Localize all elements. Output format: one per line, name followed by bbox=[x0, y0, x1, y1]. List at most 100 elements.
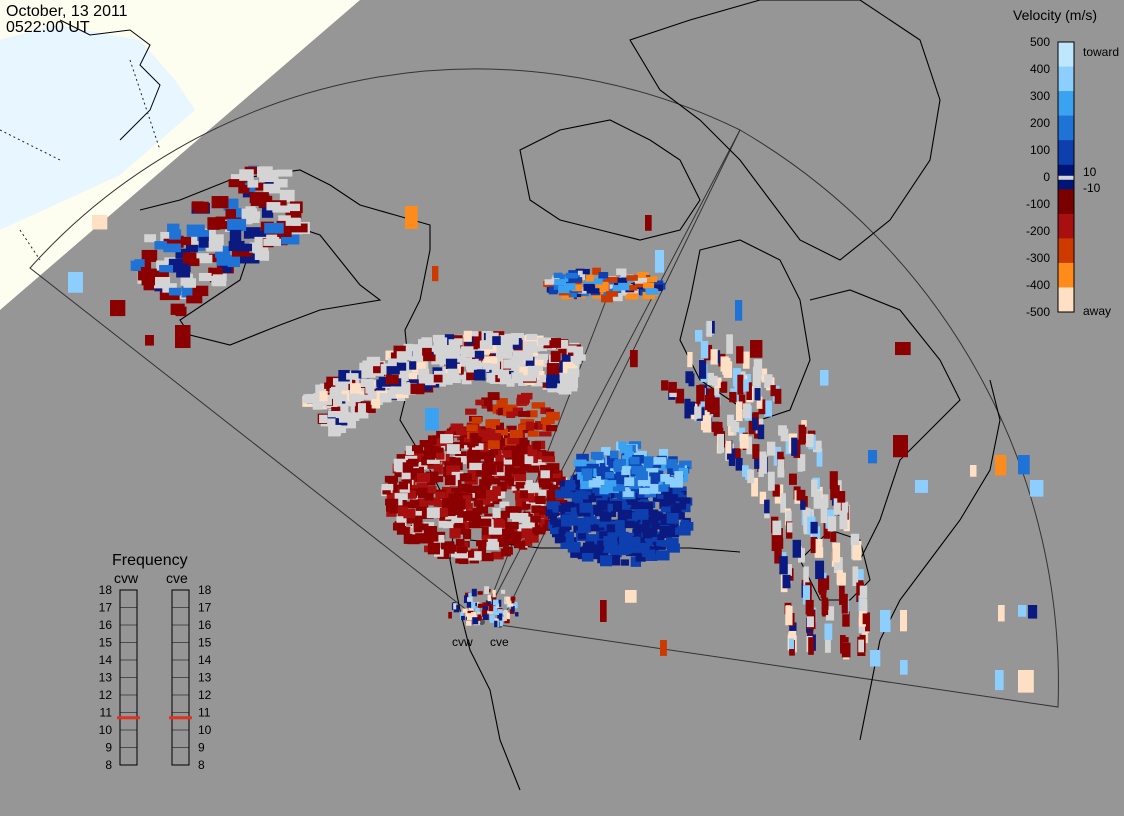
velocity-cell bbox=[215, 246, 230, 258]
velocity-cell bbox=[432, 367, 443, 375]
velocity-cell bbox=[606, 291, 619, 297]
velocity-cell bbox=[446, 465, 460, 476]
velocity-cell bbox=[764, 400, 772, 417]
velocity-cell bbox=[498, 350, 513, 362]
velocity-cell bbox=[446, 444, 460, 454]
velocity-cell bbox=[485, 449, 498, 459]
velocity-cell bbox=[460, 346, 474, 358]
velocity-cell bbox=[565, 479, 576, 491]
velocity-cell bbox=[900, 610, 907, 632]
velocity-cell bbox=[717, 433, 725, 453]
frequency-tick-label: 8 bbox=[198, 758, 205, 772]
velocity-cell bbox=[516, 455, 529, 466]
velocity-cell bbox=[417, 487, 428, 499]
velocity-cell bbox=[373, 362, 384, 374]
velocity-cell bbox=[417, 498, 428, 507]
velocity-cell bbox=[589, 544, 600, 553]
velocity-cell bbox=[550, 351, 561, 362]
velocity-cell bbox=[499, 469, 513, 480]
velocity-cell bbox=[815, 538, 823, 558]
velocity-cell bbox=[386, 366, 400, 377]
velocity-cell bbox=[512, 602, 518, 609]
velocity-cell bbox=[463, 529, 472, 539]
velocity-cell bbox=[880, 610, 891, 633]
velocity-cell bbox=[599, 485, 609, 495]
velocity-cell bbox=[557, 383, 572, 393]
velocity-cell bbox=[343, 416, 357, 429]
velocity-cell bbox=[332, 413, 344, 423]
velocity-cell bbox=[759, 491, 767, 504]
frequency-tick-label: 14 bbox=[99, 653, 113, 667]
velocity-cell bbox=[642, 549, 656, 558]
velocity-cell bbox=[567, 541, 580, 553]
velocity-cell bbox=[565, 272, 578, 279]
velocity-cell bbox=[454, 338, 463, 346]
velocity-cell bbox=[561, 374, 574, 383]
velocity-cell bbox=[602, 503, 613, 512]
velocity-cell bbox=[518, 463, 529, 472]
velocity-cell bbox=[451, 343, 461, 352]
velocity-cell bbox=[606, 455, 619, 466]
velocity-tick-label: -500 bbox=[1026, 305, 1050, 319]
velocity-cell bbox=[168, 258, 184, 267]
velocity-cell bbox=[832, 542, 841, 563]
velocity-cell bbox=[512, 407, 524, 417]
velocity-swatch bbox=[1058, 42, 1074, 68]
velocity-cell bbox=[842, 611, 850, 627]
velocity-cell bbox=[468, 488, 481, 498]
velocity-cell bbox=[444, 513, 457, 520]
velocity-cells bbox=[68, 165, 1044, 693]
velocity-cell bbox=[141, 274, 156, 286]
velocity-cell bbox=[534, 371, 545, 380]
frequency-title: Frequency bbox=[112, 552, 188, 569]
velocity-cell bbox=[666, 543, 680, 553]
velocity-cell bbox=[900, 660, 908, 675]
velocity-cell bbox=[612, 285, 621, 292]
velocity-cell bbox=[573, 459, 587, 467]
velocity-cell bbox=[371, 398, 381, 409]
velocity-cell bbox=[423, 450, 436, 460]
velocity-cell bbox=[482, 363, 492, 370]
velocity-cell bbox=[626, 293, 639, 300]
velocity-cell bbox=[581, 468, 593, 476]
velocity-cell bbox=[689, 401, 695, 415]
velocity-cell bbox=[831, 485, 840, 499]
velocity-cell bbox=[578, 533, 587, 540]
velocity-cell bbox=[674, 471, 684, 480]
velocity-cell bbox=[747, 469, 755, 484]
velocity-cell bbox=[597, 284, 609, 293]
velocity-cell bbox=[455, 539, 465, 547]
velocity-cell bbox=[785, 605, 791, 622]
velocity-cell bbox=[419, 523, 429, 531]
velocity-cell bbox=[160, 231, 175, 242]
velocity-cell bbox=[515, 482, 526, 489]
velocity-cell bbox=[428, 497, 441, 506]
velocity-cell bbox=[486, 372, 496, 383]
velocity-cell bbox=[360, 378, 374, 388]
velocity-cell bbox=[559, 526, 570, 534]
velocity-cell bbox=[456, 546, 467, 554]
velocity-cell bbox=[645, 276, 658, 283]
velocity-cell bbox=[548, 512, 558, 520]
velocity-cell bbox=[510, 596, 516, 601]
velocity-cell bbox=[392, 522, 405, 531]
velocity-cell bbox=[394, 468, 407, 478]
velocity-cell bbox=[575, 462, 587, 473]
velocity-cell bbox=[620, 559, 630, 566]
velocity-cell bbox=[492, 589, 496, 598]
velocity-cell bbox=[624, 449, 634, 459]
velocity-cell bbox=[833, 495, 841, 515]
velocity-cell bbox=[572, 517, 585, 526]
velocity-cell bbox=[669, 506, 680, 513]
velocity-cell bbox=[604, 480, 617, 487]
velocity-cell bbox=[618, 544, 630, 556]
frequency-tick-label: 11 bbox=[198, 706, 211, 720]
velocity-cell bbox=[507, 437, 520, 445]
velocity-cell bbox=[378, 376, 391, 387]
velocity-cell bbox=[785, 510, 792, 530]
velocity-cell bbox=[729, 391, 737, 403]
velocity-tick-label: 0 bbox=[1043, 170, 1050, 184]
velocity-cell bbox=[811, 479, 818, 497]
velocity-cell bbox=[278, 215, 291, 223]
velocity-cell bbox=[596, 519, 609, 528]
